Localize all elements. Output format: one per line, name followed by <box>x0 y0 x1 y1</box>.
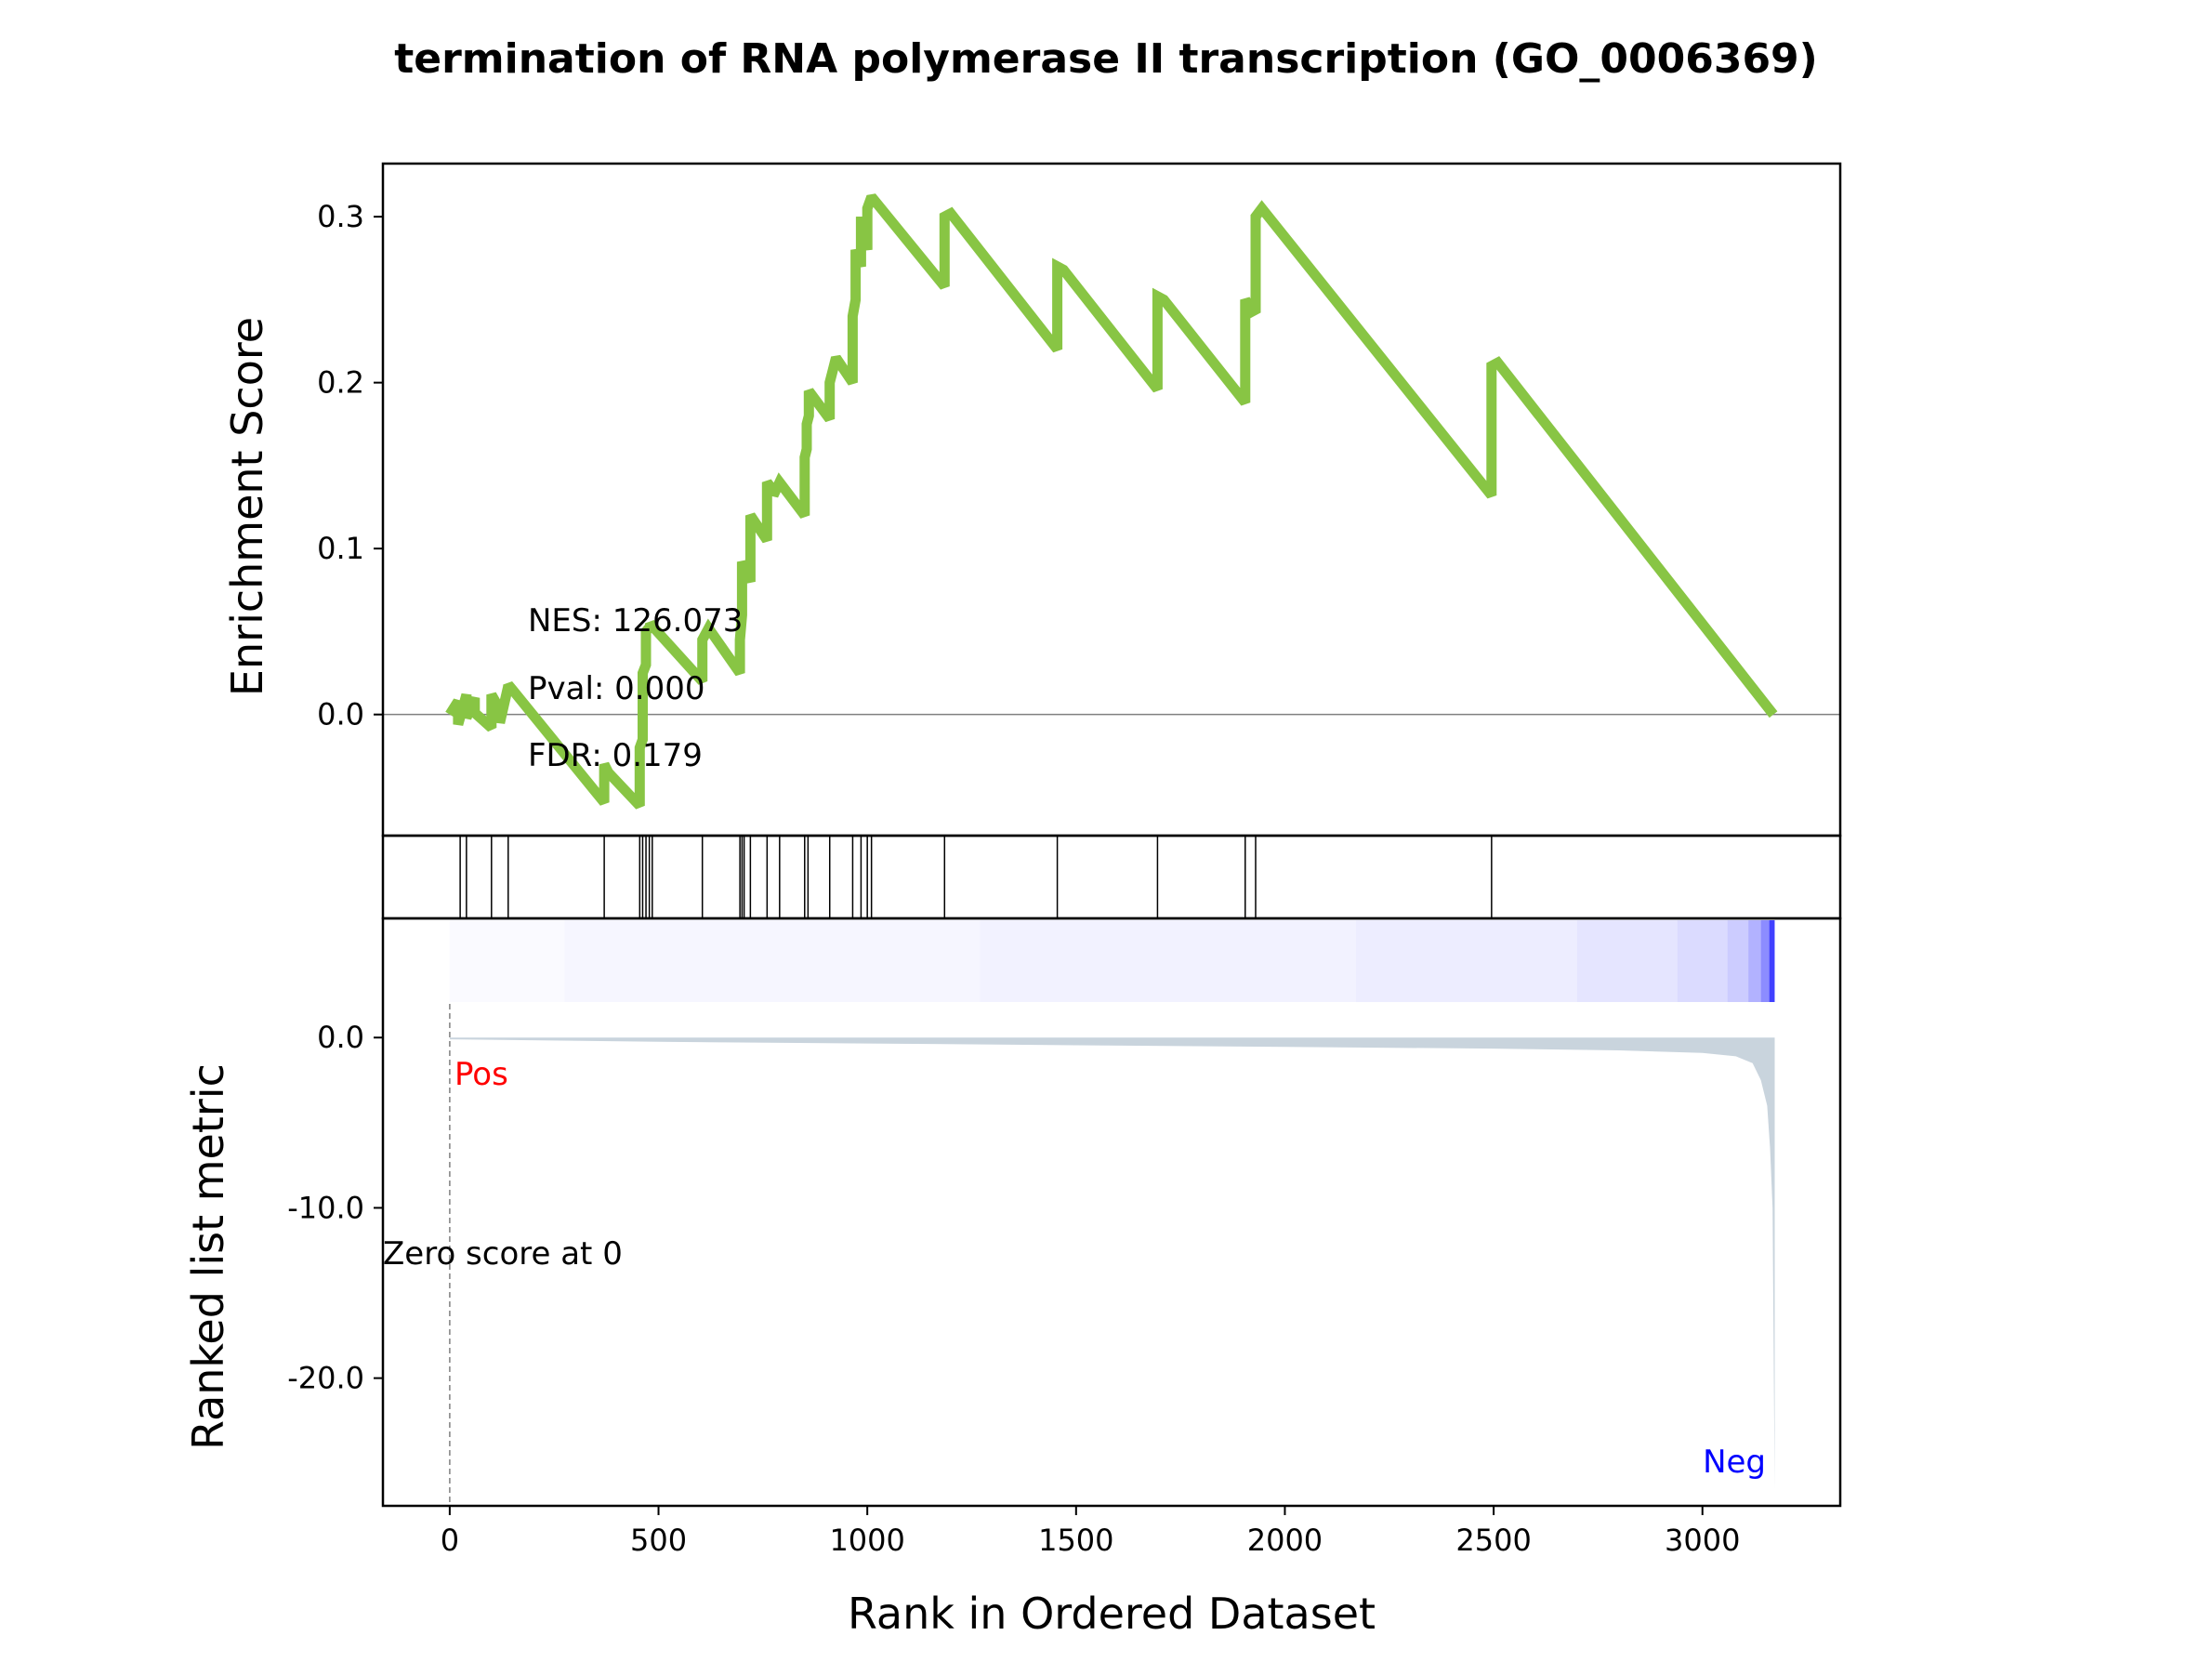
heat-band <box>1760 920 1770 1002</box>
metric-y-tick-label: 0.0 <box>317 1020 364 1055</box>
heat-band <box>1576 920 1678 1002</box>
chart-title: termination of RNA polymerase II transcr… <box>394 35 1818 83</box>
gene-hit-markers <box>459 836 1493 918</box>
x-tick-label: 500 <box>630 1523 687 1558</box>
es-y-axis-label: Enrichment Score <box>222 317 272 696</box>
heat-band <box>980 920 1356 1002</box>
enrichment-score-line <box>445 193 1778 810</box>
hits-panel <box>381 834 1842 920</box>
es-y-tick-label: 0.3 <box>317 199 364 234</box>
es-y-ticks: 0.0 0.1 0.2 0.3 <box>317 199 383 732</box>
heat-band <box>564 920 980 1002</box>
hits-panel-frame <box>381 834 1842 920</box>
nes-annotation: NES: 126.073 <box>528 602 743 640</box>
x-tick-label: 1000 <box>829 1523 904 1558</box>
ranked-metric-area <box>449 1037 1775 1489</box>
pos-label: Pos <box>454 1056 508 1093</box>
heat-band <box>450 920 565 1002</box>
pval-annotation: Pval: 0.000 <box>528 670 705 707</box>
es-y-tick-label: 0.0 <box>317 697 364 732</box>
heat-band <box>1677 920 1728 1002</box>
metric-y-tick-label: -20.0 <box>287 1361 364 1396</box>
x-tick-label: 1500 <box>1038 1523 1113 1558</box>
heat-band <box>1769 920 1775 1002</box>
x-axis-label: Rank in Ordered Dataset <box>848 1589 1376 1639</box>
zero-score-label: Zero score at 0 <box>383 1235 623 1273</box>
es-y-tick-label: 0.1 <box>317 531 364 566</box>
enrichment-panel: 0.0 0.1 0.2 0.3 NES: 126.073 Pval: 0.000 FD… <box>222 162 1842 838</box>
x-tick-label: 2500 <box>1455 1523 1531 1558</box>
metric-y-tick-label: -10.0 <box>287 1190 364 1225</box>
es-y-tick-label: 0.2 <box>317 365 364 401</box>
heat-band <box>1727 920 1749 1002</box>
x-axis-ticks: 0 500 1000 1500 2000 2500 3000 <box>441 1506 1740 1558</box>
x-tick-label: 0 <box>441 1523 459 1558</box>
x-tick-label: 3000 <box>1665 1523 1740 1558</box>
enrichment-panel-frame <box>381 162 1842 838</box>
x-tick-label: 2000 <box>1247 1523 1323 1558</box>
neg-label: Neg <box>1703 1444 1766 1481</box>
metric-y-ticks: 0.0 -10.0 -20.0 <box>287 1020 383 1396</box>
fdr-annotation: FDR: 0.179 <box>528 737 703 774</box>
rank-heat-strip <box>450 920 1775 1002</box>
metric-y-axis-label: Ranked list metric <box>183 1063 233 1450</box>
heat-band <box>1748 920 1761 1002</box>
ranked-metric-panel: 0.0 -10.0 -20.0 Pos Neg Zero score at 0 Ra… <box>183 917 1842 1508</box>
ranked-metric-panel-frame <box>381 917 1842 1508</box>
heat-band <box>1355 920 1577 1002</box>
